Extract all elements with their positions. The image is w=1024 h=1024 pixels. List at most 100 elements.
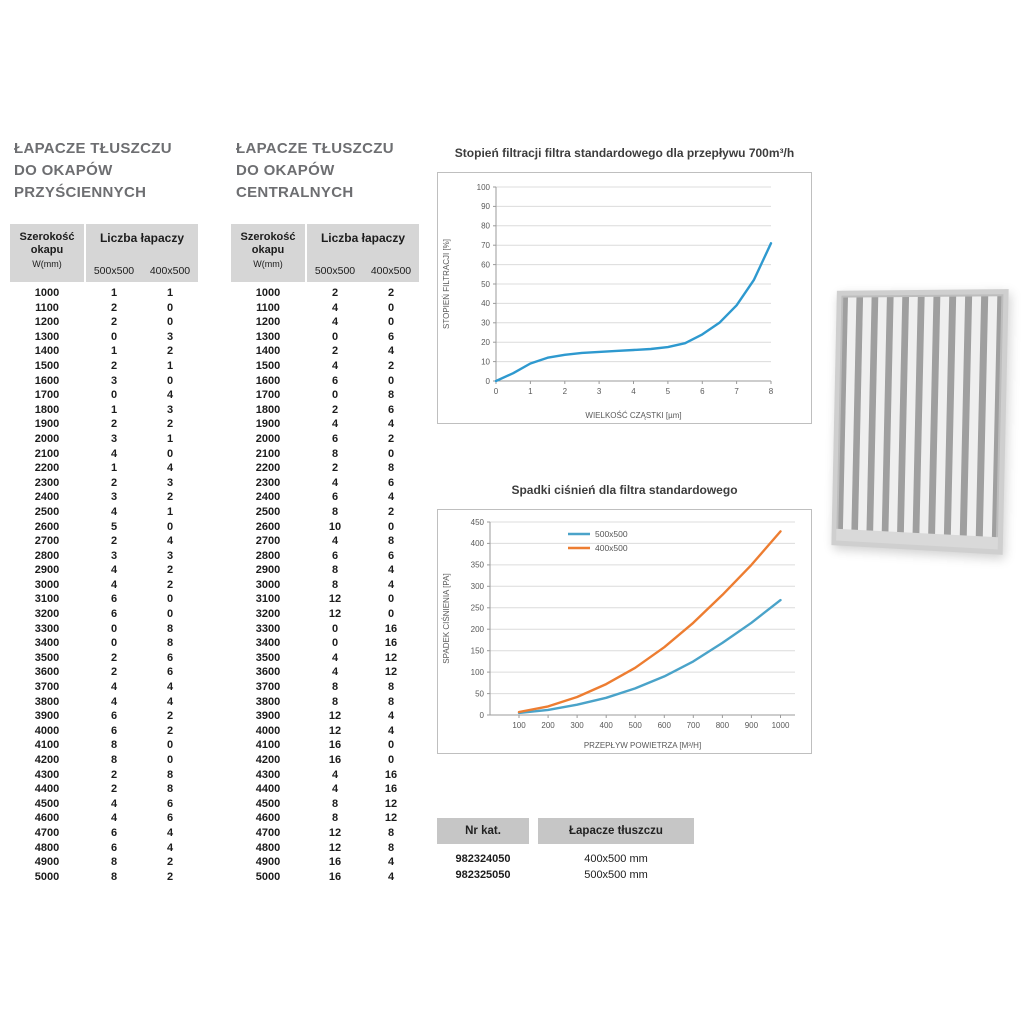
table-cell: 1500 [255,359,281,372]
table-cell: 8 [387,681,395,694]
catalog-header-type: Łapacze tłuszczu [538,818,694,844]
chart-title: Stopień filtracji filtra standardowego d… [454,146,795,160]
table-cell: 8 [166,622,174,635]
table-cell: 4000 [255,724,281,737]
table-cell: 1000 [255,287,281,299]
table-cell: 5000 [34,870,60,883]
table-cell: 12 [328,841,342,854]
table-cell: 4800 [34,841,60,854]
svg-text:0: 0 [494,387,499,396]
table-rows: 1000 1 1 1100 2 0 1200 2 0 1300 0 3 1400 1 2 1500 2 1 1600… [10,286,198,884]
svg-text:0: 0 [486,377,491,386]
table-cell: 4 [166,826,174,839]
table-row: 2700 2 4 [10,534,198,549]
table-row: 3000 8 4 [231,578,419,593]
table-row: 2500 4 1 [10,505,198,520]
table-row: 4400 4 16 [231,782,419,797]
table-row: 3900 12 4 [231,709,419,724]
table-cell: 1 [166,287,174,299]
table-cell: 1700 [255,389,281,402]
table-row: 1300 0 3 [10,330,198,345]
pressure-chart-svg: 0 50 100 150 200 250 300 350 400 450 100 200 300 400 5… [442,518,795,750]
table-row: 2100 4 0 [10,447,198,462]
header-width-label: Szerokość okapu [240,231,296,256]
table-row: 1400 2 4 [231,344,419,359]
table-cell: 6 [110,841,118,854]
table-cell: 4400 [34,783,60,796]
table-cell: 4700 [34,826,60,839]
table-cell: 4 [331,359,339,372]
table-cell: 1300 [34,330,60,343]
table-row: 3100 12 0 [231,592,419,607]
header-size-b: 400x500 [370,265,412,277]
table-cell: 3900 [34,710,60,723]
table-row: 4400 2 8 [10,782,198,797]
table-cell: 8 [387,695,395,708]
svg-text:40: 40 [481,299,490,308]
table-row: 1400 1 2 [10,344,198,359]
table-cell: 6 [166,797,174,810]
svg-text:8: 8 [769,387,774,396]
table-row: 4000 12 4 [231,724,419,739]
table-cell: 3100 [255,593,281,606]
table-cell: 4 [110,797,118,810]
table-cell: 4 [166,389,174,402]
table-row: 4500 8 12 [231,797,419,812]
table-cell: 3400 [255,637,281,650]
title-line: CENTRALNYCH [236,184,354,201]
table-cell: 8 [331,681,339,694]
table-cell: 2000 [34,432,60,445]
table-cell: 16 [328,870,342,883]
svg-text:70: 70 [481,241,490,250]
title-line: PRZYŚCIENNYCH [14,184,147,201]
table-cell: 6 [387,549,395,562]
table-cell: 1000 [34,287,60,299]
table-cell: 2400 [255,491,281,504]
table-cell: 4600 [34,812,60,825]
table-cell: 4 [331,316,339,329]
table-cell: 4100 [34,739,60,752]
table-cell: 3800 [255,695,281,708]
table-cell: 0 [387,754,395,766]
table-cell: 2 [110,359,118,372]
header-sizes: 500x500 400x500 [307,265,419,277]
table-row: 1800 2 6 [231,403,419,418]
y-axis-label: STOPIEŃ FILTRACJI [%] [442,239,451,329]
table-cell: 2900 [34,564,60,577]
table-cell: 2100 [34,447,60,460]
table-cell: 10 [328,520,342,533]
table-cell: 4 [331,476,339,489]
table-row: 4200 8 0 [10,753,198,768]
table-cell: 8 [331,505,339,518]
table-cell: 0 [387,608,395,621]
table-cell: 3300 [255,622,281,635]
catalog-row: 982325050 500x500 mm [437,867,694,883]
table-cell: 6 [331,374,339,387]
table-cell: 0 [387,739,395,752]
table-cell: 6 [110,593,118,606]
table-row: 1800 1 3 [10,403,198,418]
table-row: 1100 2 0 [10,301,198,316]
table-cell: 4 [387,710,395,723]
table-cell: 4600 [255,812,281,825]
table-row: 2600 5 0 [10,520,198,535]
catalog-table: Nr kat. Łapacze tłuszczu 982324050 400x50… [437,818,694,883]
table-cell: 2 [166,345,174,358]
table-cell: 2 [110,476,118,489]
table-cell: 4700 [255,826,281,839]
table-cell: 2 [387,359,395,372]
table-cell: 4900 [34,856,60,869]
table-cell: 16 [384,637,398,650]
table-row: 1200 2 0 [10,315,198,330]
table-cell: 2 [166,724,174,737]
table-cell: 4 [110,447,118,460]
table-row: 2300 2 3 [10,476,198,491]
table-cell: 2500 [255,505,281,518]
table-cell: 2 [110,768,118,781]
table-cell: 3200 [255,608,281,621]
series-500x500 [517,598,782,715]
table-cell: 1 [110,345,118,358]
x-axis-label: WIELKOŚĆ CZĄSTKI [µm] [585,411,681,420]
table-cell: 6 [331,491,339,504]
svg-text:900: 900 [745,721,759,730]
